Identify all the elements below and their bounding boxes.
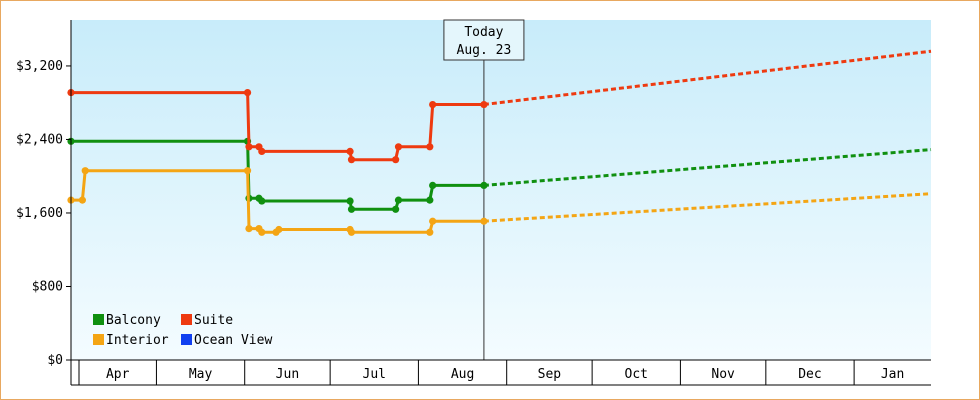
interior-forecast-line — [483, 192, 932, 223]
y-tick-label: $3,200 — [16, 59, 63, 74]
balcony-point — [346, 197, 354, 205]
balcony-point — [426, 196, 434, 204]
interior-point — [275, 225, 283, 234]
balcony-legend-swatch — [93, 314, 104, 325]
interior-point — [78, 196, 86, 204]
x-month-label: Sep — [538, 367, 562, 382]
suite-point — [426, 143, 434, 151]
suite-legend-swatch — [181, 314, 192, 325]
today-label: Today — [464, 25, 503, 40]
ocean-view-legend-swatch — [181, 334, 192, 345]
x-month-label: May — [189, 367, 213, 382]
suite-point — [346, 147, 354, 156]
balcony-point — [394, 196, 403, 204]
interior-legend-label: Interior — [106, 333, 169, 348]
x-month-label: Jun — [276, 367, 299, 382]
suite-point — [243, 88, 252, 97]
today-marker: Today Aug. 23 — [443, 19, 525, 360]
balcony-legend-label: Balcony — [106, 313, 161, 328]
y-tick-label: $2,400 — [16, 132, 63, 147]
x-month-label: Dec — [798, 367, 821, 382]
interior-history-line — [71, 169, 484, 234]
x-month-label: Jul — [363, 367, 386, 382]
suite-forecast-line — [483, 49, 932, 106]
axes-layer: $0 $800 $1,600 $2,400 $3,200 Apr May Jun Jul Aug S… — [16, 20, 931, 386]
suite-point — [347, 156, 356, 164]
x-month-label: Jan — [881, 367, 904, 382]
suite-point — [245, 143, 253, 151]
interior-point — [245, 224, 253, 233]
suite-point — [392, 156, 400, 164]
today-box — [443, 19, 525, 61]
suite-point — [258, 147, 266, 156]
suite-legend-label: Suite — [194, 313, 233, 328]
suite-point — [394, 143, 403, 151]
ocean-view-legend-label: Ocean View — [194, 333, 272, 348]
balcony-forecast-line — [483, 148, 932, 187]
today-date-label: Aug. 23 — [457, 43, 512, 58]
suite-history-line — [71, 91, 484, 162]
plot-area — [71, 20, 931, 360]
x-month-label: Oct — [625, 367, 648, 382]
y-tick-label: $1,600 — [16, 206, 63, 221]
interior-point — [347, 228, 356, 236]
suite-point — [429, 100, 437, 109]
balcony-point — [347, 205, 356, 213]
x-month-label: Aug — [451, 367, 474, 382]
y-tick-label: $0 — [47, 353, 63, 368]
x-month-label: Apr — [106, 367, 130, 382]
interior-point — [426, 228, 434, 236]
interior-point — [429, 217, 437, 225]
legend: Balcony Suite Interior Ocean View — [93, 313, 272, 348]
interior-point — [258, 228, 266, 236]
balcony-point — [429, 181, 437, 190]
balcony-point — [392, 205, 400, 213]
interior-point — [81, 167, 89, 175]
interior-legend-swatch — [93, 334, 104, 345]
interior-point — [243, 167, 252, 175]
x-month-label: Nov — [711, 367, 735, 382]
y-tick-label: $800 — [32, 279, 63, 294]
series-layer — [67, 49, 932, 236]
balcony-point — [258, 197, 266, 205]
